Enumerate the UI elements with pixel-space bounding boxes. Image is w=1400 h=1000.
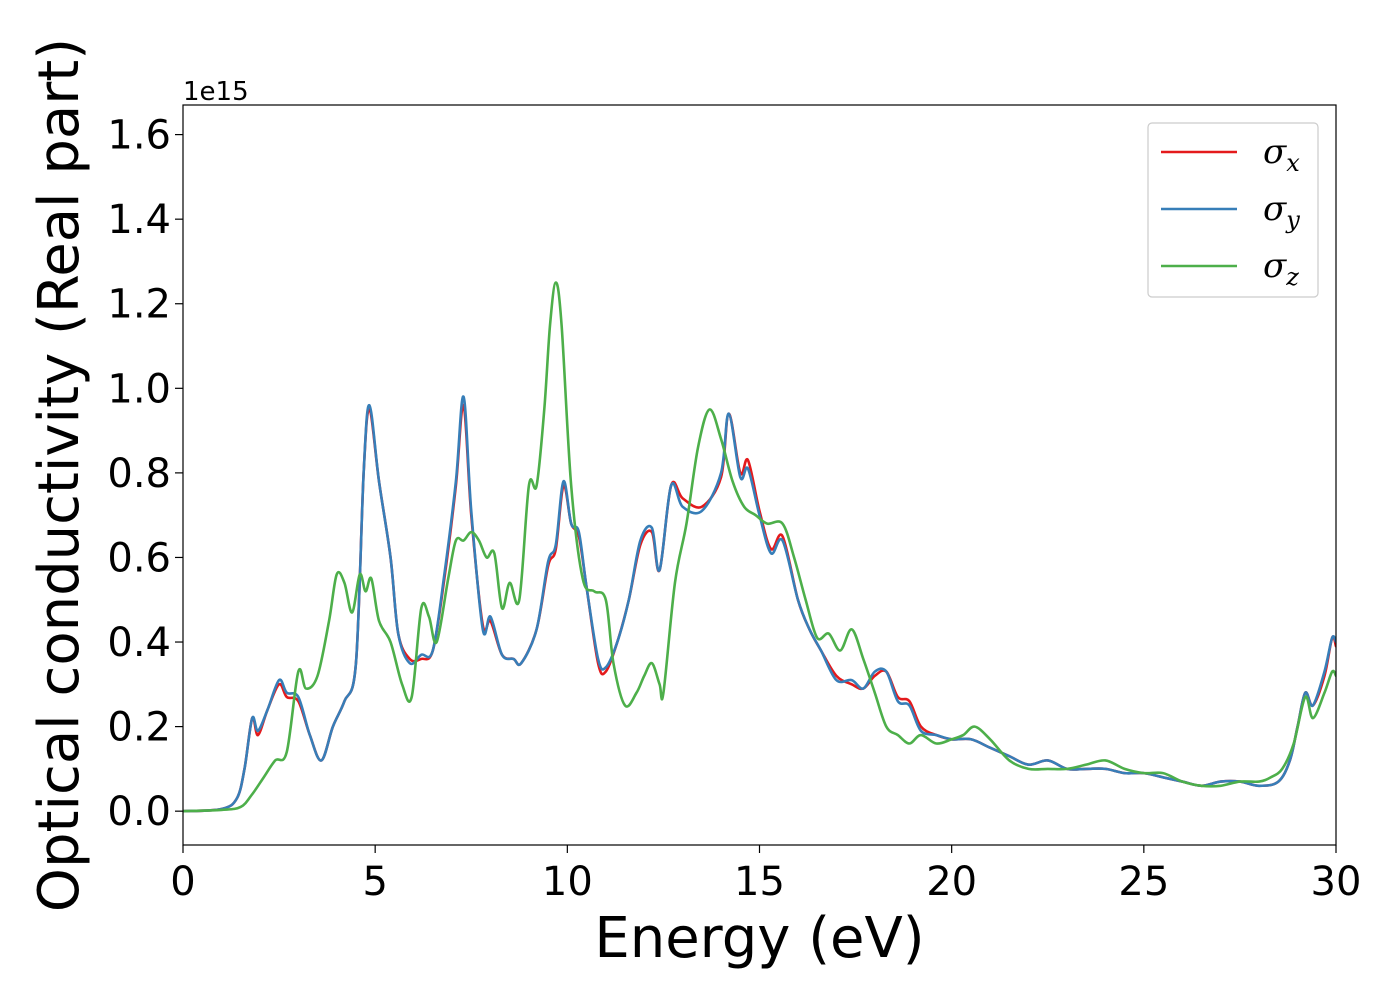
- legend-symbol: σ: [1263, 132, 1287, 172]
- series-line-y: [183, 395, 1336, 813]
- legend-label-z: σz: [1263, 246, 1299, 291]
- legend-subscript: z: [1285, 263, 1299, 291]
- legend-symbol: σ: [1263, 246, 1287, 286]
- y-tick-label: 0.2: [107, 705, 171, 751]
- y-tick-label: 1.6: [107, 113, 171, 159]
- y-tick-label: 1.4: [107, 197, 171, 243]
- x-tick-label: 25: [1118, 859, 1169, 905]
- y-tick-label: 0.0: [107, 789, 171, 835]
- y-axis: 0.0 0.2 0.4 0.6 0.8 1.0 1.2 1.4 1.6: [107, 113, 183, 835]
- x-tick-label: 5: [362, 859, 387, 905]
- series-line-z: [183, 281, 1336, 813]
- x-tick-label: 0: [170, 859, 195, 905]
- y-tick-label: 0.8: [107, 451, 171, 497]
- plot-background: [183, 105, 1336, 845]
- y-tick-label: 0.4: [107, 620, 171, 666]
- x-tick-label: 15: [734, 859, 785, 905]
- legend-label-y: σy: [1263, 189, 1300, 234]
- y-tick-label: 1.2: [107, 282, 171, 328]
- series-layer: [183, 281, 1336, 813]
- x-axis-title: Energy (eV): [594, 906, 924, 971]
- y-offset-label: 1e15: [183, 77, 249, 107]
- x-axis: 0 5 10 15 20 25 30: [170, 845, 1361, 905]
- legend-subscript: y: [1285, 206, 1300, 234]
- x-tick-label: 30: [1311, 859, 1362, 905]
- legend-label-x: σx: [1263, 132, 1300, 177]
- legend-subscript: x: [1286, 149, 1300, 177]
- y-tick-label: 0.6: [107, 535, 171, 581]
- x-tick-label: 20: [926, 859, 977, 905]
- y-axis-title: Optical conductivity (Real part): [27, 38, 92, 912]
- legend-symbol: σ: [1263, 189, 1287, 229]
- y-tick-label: 1.0: [107, 366, 171, 412]
- x-tick-label: 10: [542, 859, 593, 905]
